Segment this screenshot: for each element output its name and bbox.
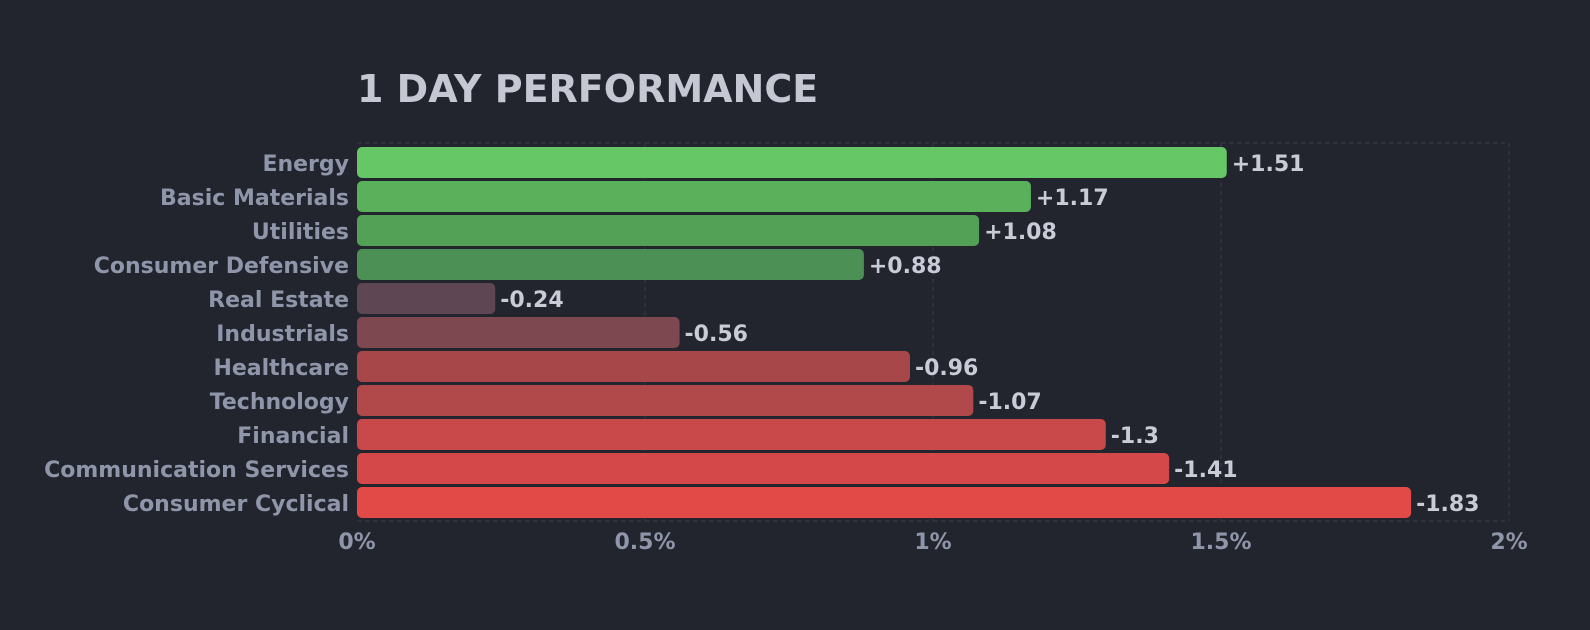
- category-labels: Energy Basic Materials Utilities Consumer D…: [44, 152, 349, 517]
- bar: [357, 147, 1227, 178]
- value-label: +1.08: [984, 220, 1057, 245]
- value-label: -1.41: [1174, 458, 1237, 483]
- value-label: -1.07: [978, 390, 1041, 415]
- bar: [357, 419, 1106, 450]
- category-label: Consumer Cyclical: [123, 492, 349, 517]
- chart-title: 1 DAY PERFORMANCE: [357, 67, 818, 111]
- bar: [357, 317, 680, 348]
- bar: [357, 351, 910, 382]
- value-label: +0.88: [869, 254, 942, 279]
- value-label: +1.51: [1232, 152, 1305, 177]
- category-label: Energy: [262, 152, 349, 177]
- category-label: Healthcare: [213, 356, 349, 381]
- bars: [357, 147, 1412, 518]
- bar: [357, 487, 1412, 518]
- value-label: -1.83: [1416, 492, 1479, 517]
- category-label: Utilities: [252, 220, 349, 245]
- category-label: Communication Services: [44, 458, 349, 483]
- category-label: Basic Materials: [160, 186, 349, 211]
- x-tick-label: 1.5%: [1190, 530, 1251, 555]
- bar: [357, 283, 496, 314]
- value-label: -0.24: [500, 288, 563, 313]
- x-tick-label: 1%: [914, 530, 951, 555]
- value-label: -0.96: [915, 356, 978, 381]
- value-label: +1.17: [1036, 186, 1109, 211]
- category-label: Technology: [210, 390, 349, 415]
- bar: [357, 215, 980, 246]
- x-axis-ticks: 0% 0.5% 1% 1.5% 2%: [338, 530, 1527, 555]
- bar: [357, 181, 1031, 212]
- x-tick-label: 0%: [338, 530, 375, 555]
- value-label: -1.3: [1111, 424, 1159, 449]
- category-label: Financial: [237, 424, 349, 449]
- value-labels: +1.51 +1.17 +1.08 +0.88 -0.24 -0.56 -0.96-1.07…: [500, 152, 1479, 517]
- bar: [357, 385, 974, 416]
- x-tick-label: 0.5%: [614, 530, 675, 555]
- value-label: -0.56: [685, 322, 748, 347]
- x-tick-label: 2%: [1490, 530, 1527, 555]
- category-label: Industrials: [216, 322, 349, 347]
- bar: [357, 249, 864, 280]
- category-label: Consumer Defensive: [94, 254, 349, 279]
- category-label: Real Estate: [208, 288, 349, 313]
- bar: [357, 453, 1170, 484]
